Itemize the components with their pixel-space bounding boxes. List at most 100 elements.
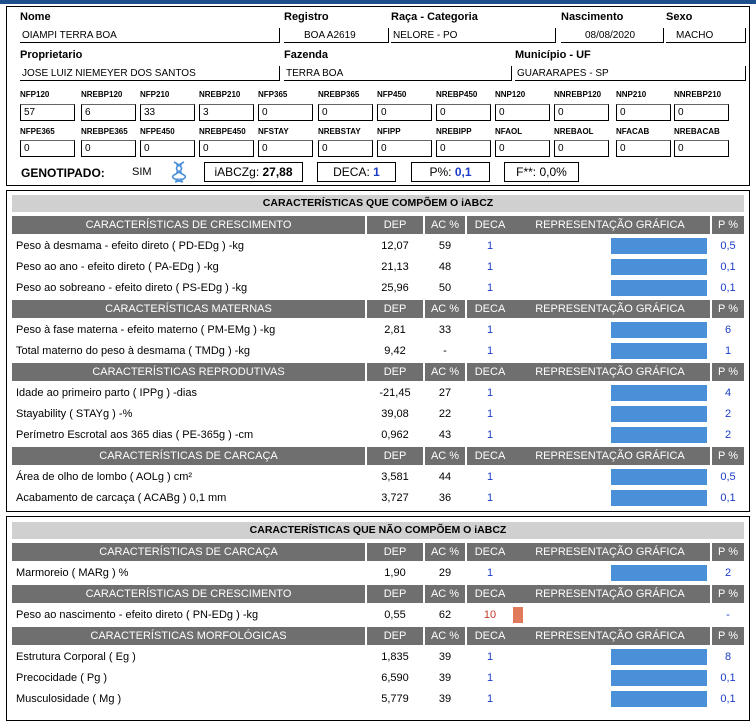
data-field-label: NFP365 bbox=[258, 90, 288, 99]
sexo-field: MACHO bbox=[666, 28, 746, 43]
deca-value: 1 bbox=[486, 387, 494, 399]
p-box: P%: 0,1 bbox=[411, 162, 490, 182]
section-header: CARACTERÍSTICAS DE CRESCIMENTO bbox=[12, 585, 365, 603]
ac-value: 39 bbox=[438, 672, 452, 684]
rep-header: REPRESENTAÇÃO GRÁFICA bbox=[510, 585, 710, 603]
ac-header: AC % bbox=[425, 627, 465, 645]
p-value: 0,1 bbox=[720, 282, 736, 294]
representation-bar bbox=[611, 385, 707, 401]
rep-header: REPRESENTAÇÃO GRÁFICA bbox=[510, 300, 710, 318]
table-title: CARACTERÍSTICAS QUE NÃO COMPÕEM O iABCZ bbox=[12, 522, 744, 539]
section-header: CARACTERÍSTICAS REPRODUTIVAS bbox=[12, 363, 365, 381]
ac-value: 50 bbox=[438, 282, 452, 294]
table-row: Peso ao sobreano - efeito direto ( PS-ED… bbox=[7, 279, 749, 297]
representation-bar bbox=[513, 607, 523, 623]
p-value: 2 bbox=[724, 408, 732, 420]
non-iabcz-traits-table: CARACTERÍSTICAS QUE NÃO COMPÕEM O iABCZ … bbox=[6, 516, 750, 721]
ac-header: AC % bbox=[425, 300, 465, 318]
p-value: 0,1 bbox=[454, 165, 472, 179]
dep-value: 6,590 bbox=[381, 672, 409, 684]
table-row: Marmoreio ( MARg ) % 1,90 29 1 2 bbox=[7, 564, 749, 582]
p-value: 0,1 bbox=[720, 672, 736, 684]
dep-header: DEP bbox=[367, 216, 423, 234]
p-value: 0,1 bbox=[720, 261, 736, 273]
data-field-value: 0 bbox=[318, 140, 373, 157]
deca-header: DECA bbox=[467, 543, 513, 561]
trait-name: Total materno do peso à desmama ( TMDg )… bbox=[16, 345, 250, 357]
deca-value: 1 bbox=[486, 567, 494, 579]
proprietario-label: Proprietario bbox=[20, 49, 83, 61]
table-title: CARACTERÍSTICAS QUE COMPÕEM O iABCZ bbox=[12, 195, 744, 212]
data-field-label: NREBP450 bbox=[436, 90, 478, 99]
dep-value: 3,727 bbox=[381, 492, 409, 504]
p-header: P % bbox=[712, 216, 744, 234]
ac-value: 59 bbox=[438, 240, 452, 252]
data-field-value: 0 bbox=[674, 140, 729, 157]
fazenda-label: Fazenda bbox=[284, 49, 329, 61]
data-field-label: NNP120 bbox=[495, 90, 526, 99]
p-value: 8 bbox=[724, 651, 732, 663]
registro-label: Registro bbox=[284, 11, 329, 23]
data-field-label: NREBACAB bbox=[674, 127, 720, 136]
deca-header: DECA bbox=[467, 447, 513, 465]
trait-name: Musculosidade ( Mg ) bbox=[16, 693, 122, 705]
proprietario-field: JOSE LUIZ NIEMEYER DOS SANTOS bbox=[20, 66, 280, 81]
data-field-value: 0 bbox=[258, 140, 313, 157]
section-header: CARACTERÍSTICAS MATERNAS bbox=[12, 300, 365, 318]
ac-value: 36 bbox=[438, 492, 452, 504]
ac-value: 22 bbox=[438, 408, 452, 420]
data-field-label: NREBSTAY bbox=[318, 127, 361, 136]
trait-name: Peso à desmama - efeito direto ( PD-EDg … bbox=[16, 240, 245, 252]
data-field-value: 0 bbox=[318, 104, 373, 121]
p-header: P % bbox=[712, 543, 744, 561]
table-row: Perímetro Escrotal aos 365 dias ( PE-365… bbox=[7, 426, 749, 444]
dep-header: DEP bbox=[367, 363, 423, 381]
data-field-label: NFSTAY bbox=[258, 127, 289, 136]
p-header: P % bbox=[712, 300, 744, 318]
section-header: CARACTERÍSTICAS DE CARCAÇA bbox=[12, 543, 365, 561]
nome-label: Nome bbox=[20, 11, 51, 23]
dep-value: 2,81 bbox=[384, 324, 406, 336]
ac-header: AC % bbox=[425, 447, 465, 465]
deca-value: 1 bbox=[486, 429, 494, 441]
deca-value: 1 bbox=[486, 492, 494, 504]
data-field-label: NREBP365 bbox=[318, 90, 360, 99]
f-box: F**: 0,0% bbox=[504, 162, 579, 182]
data-field-label: NREBP210 bbox=[199, 90, 241, 99]
ac-header: AC % bbox=[425, 585, 465, 603]
p-value: 4 bbox=[724, 387, 732, 399]
dep-header: DEP bbox=[367, 627, 423, 645]
table-row: Peso ao ano - efeito direto ( PA-EDg ) -… bbox=[7, 258, 749, 276]
table-row: Acabamento de carcaça ( ACABg ) 0,1 mm 3,… bbox=[7, 489, 749, 507]
p-value: 0,5 bbox=[720, 240, 736, 252]
deca-value: 1 bbox=[373, 165, 380, 179]
representation-bar bbox=[611, 259, 707, 275]
representation-bar bbox=[611, 427, 707, 443]
ac-value: 43 bbox=[438, 429, 452, 441]
deca-header: DECA bbox=[467, 300, 513, 318]
deca-header: DECA bbox=[467, 363, 513, 381]
rep-header: REPRESENTAÇÃO GRÁFICA bbox=[510, 543, 710, 561]
representation-bar bbox=[611, 490, 707, 506]
p-header: P % bbox=[712, 627, 744, 645]
deca-value: 10 bbox=[483, 609, 497, 621]
representation-bar bbox=[611, 238, 707, 254]
data-field-value: 0 bbox=[140, 140, 195, 157]
data-field-value: 0 bbox=[616, 140, 671, 157]
representation-bar bbox=[611, 280, 707, 296]
trait-name: Peso à fase materna - efeito materno ( P… bbox=[16, 324, 276, 336]
data-field-value: 0 bbox=[495, 140, 550, 157]
deca-header: DECA bbox=[467, 627, 513, 645]
data-field-value: 0 bbox=[554, 104, 609, 121]
deca-value: 1 bbox=[486, 261, 494, 273]
data-field-label: NNREBP120 bbox=[554, 90, 602, 99]
ac-header: AC % bbox=[425, 216, 465, 234]
deca-box: DECA: 1 bbox=[317, 162, 396, 182]
data-field-label: NREBP120 bbox=[81, 90, 123, 99]
dna-icon bbox=[171, 161, 187, 183]
dep-value: 0,962 bbox=[381, 429, 409, 441]
data-field-label: NNREBP210 bbox=[674, 90, 722, 99]
municipio-label: Município - UF bbox=[515, 49, 591, 61]
data-field-label: NREBAOL bbox=[554, 127, 594, 136]
dep-value: 21,13 bbox=[381, 261, 409, 273]
